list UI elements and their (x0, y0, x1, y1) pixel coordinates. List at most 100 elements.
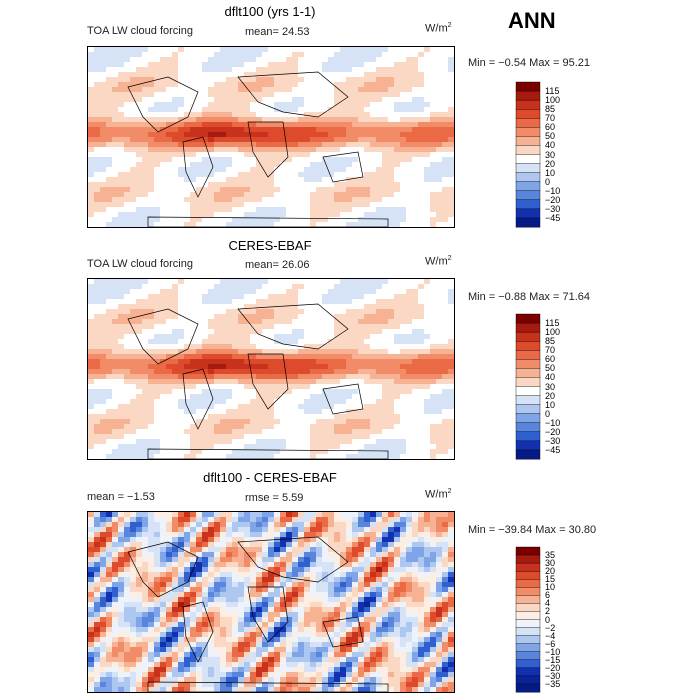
map-cell (370, 299, 377, 305)
map-cell (382, 319, 389, 325)
map-cell (388, 324, 395, 330)
map-cell (136, 542, 143, 548)
map-cell (118, 339, 125, 345)
map-cell (232, 107, 239, 113)
map-cell (142, 429, 149, 435)
map-cell (358, 547, 365, 553)
map-cell (184, 82, 191, 88)
map-cell (436, 434, 443, 440)
map-cell (184, 349, 191, 355)
map-cell (244, 47, 251, 53)
map-cell (226, 424, 233, 430)
map-cell (442, 404, 449, 410)
map-cell (382, 212, 389, 218)
map-cell (394, 62, 401, 68)
map-cell (382, 374, 389, 380)
map-cell (268, 444, 275, 450)
map-cell (358, 527, 365, 533)
map-cell (424, 212, 431, 218)
map-cell (418, 132, 425, 138)
map-cell (292, 454, 299, 459)
map-cell (220, 167, 227, 173)
map-cell (250, 207, 257, 213)
map-cell (88, 177, 95, 183)
map-cell (220, 532, 227, 538)
map-cell (430, 299, 437, 305)
map-cell (106, 552, 113, 558)
map-cell (208, 379, 215, 385)
map-cell (304, 107, 311, 113)
panel-3-mean: mean = −1.53 (87, 491, 155, 503)
map-cell (298, 67, 305, 73)
map-cell (388, 112, 395, 118)
map-cell (118, 299, 125, 305)
map-cell (418, 62, 425, 68)
map-cell (124, 394, 131, 400)
map-cell (436, 62, 443, 68)
map-cell (394, 389, 401, 395)
map-cell (412, 414, 419, 420)
map-cell (160, 52, 167, 58)
map-cell (130, 52, 137, 58)
map-cell (298, 117, 305, 123)
map-cell (118, 527, 125, 533)
map-cell (172, 294, 179, 300)
map-cell (196, 527, 203, 533)
map-cell (370, 137, 377, 143)
map-cell (286, 314, 293, 320)
map-cell (226, 217, 233, 223)
map-cell (340, 414, 347, 420)
map-cell (106, 102, 113, 108)
map-cell (304, 212, 311, 218)
map-cell (274, 127, 281, 133)
map-cell (274, 77, 281, 83)
map-cell (322, 102, 329, 108)
map-cell (142, 394, 149, 400)
map-cell (286, 344, 293, 350)
map-cell (178, 57, 185, 63)
map-cell (322, 414, 329, 420)
map-cell (316, 424, 323, 430)
map-cell (130, 294, 137, 300)
map-cell (412, 177, 419, 183)
map-cell (160, 279, 167, 285)
map-cell (190, 314, 197, 320)
map-cell (88, 117, 95, 123)
map-cell (250, 222, 257, 227)
map-cell (382, 419, 389, 425)
colorbar-tick-label: 115 (545, 318, 560, 329)
map-cell (220, 147, 227, 153)
map-cell (352, 289, 359, 295)
map-cell (316, 202, 323, 208)
map-cell (196, 72, 203, 78)
map-cell (232, 132, 239, 138)
map-cell (286, 319, 293, 325)
map-cell (106, 364, 113, 370)
map-cell (166, 132, 173, 138)
map-cell (436, 284, 443, 290)
map-cell (394, 429, 401, 435)
map-cell (316, 354, 323, 360)
map-cell (418, 67, 425, 73)
map-cell (184, 439, 191, 445)
map-cell (118, 374, 125, 380)
map-cell (100, 389, 107, 395)
map-cell (238, 547, 245, 553)
map-cell (190, 97, 197, 103)
map-cell (304, 142, 311, 148)
map-cell (106, 542, 113, 548)
map-cell (226, 157, 233, 163)
map-cell (352, 142, 359, 148)
map-cell (148, 187, 155, 193)
map-cell (310, 222, 317, 227)
map-cell (364, 207, 371, 213)
map-cell (232, 389, 239, 395)
map-cell (412, 409, 419, 415)
map-cell (124, 517, 131, 523)
map-cell (412, 127, 419, 133)
map-cell (250, 522, 257, 528)
colorbar-tick-label: 100 (545, 95, 561, 106)
map-cell (310, 334, 317, 340)
map-cell (154, 87, 161, 93)
map-cell (430, 182, 437, 188)
